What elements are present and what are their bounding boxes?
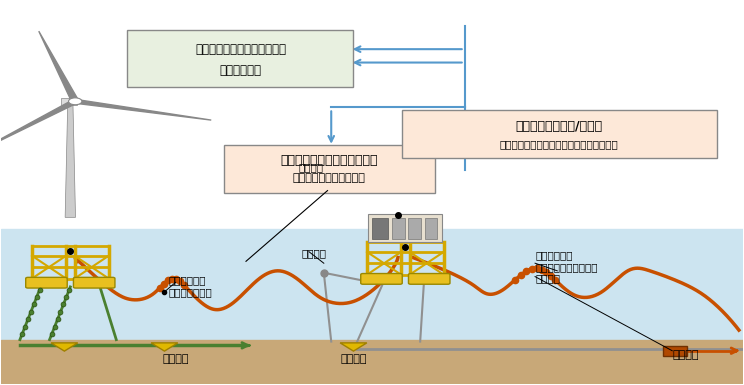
Polygon shape bbox=[51, 343, 77, 351]
FancyBboxPatch shape bbox=[408, 273, 450, 284]
Text: チェーン: チェーン bbox=[162, 354, 189, 364]
Bar bbox=[60, 98, 77, 105]
Text: 浮体式洋上風力発電システム: 浮体式洋上風力発電システム bbox=[195, 43, 286, 55]
Bar bbox=[1, 340, 743, 383]
Polygon shape bbox=[65, 103, 75, 218]
FancyBboxPatch shape bbox=[127, 30, 353, 87]
FancyBboxPatch shape bbox=[224, 145, 435, 192]
Text: 【古河電工・住友電工】: 【古河電工・住友電工】 bbox=[293, 173, 366, 183]
Circle shape bbox=[68, 98, 82, 105]
Text: ダイナミック: ダイナミック bbox=[535, 251, 573, 261]
Bar bbox=[408, 218, 421, 239]
Text: 技術情報: 技術情報 bbox=[299, 162, 324, 172]
FancyBboxPatch shape bbox=[664, 346, 687, 356]
Text: ダイナミック
アレイケーブル: ダイナミック アレイケーブル bbox=[168, 275, 212, 297]
Polygon shape bbox=[74, 99, 211, 120]
Text: エクスポートケーブル: エクスポートケーブル bbox=[535, 262, 597, 272]
Polygon shape bbox=[151, 343, 178, 351]
Polygon shape bbox=[0, 100, 78, 153]
FancyBboxPatch shape bbox=[74, 277, 115, 288]
Text: 【東芝エネルギーシステムズ・三菱電機】: 【東芝エネルギーシステムズ・三菱電機】 bbox=[500, 139, 618, 149]
Bar bbox=[1, 229, 743, 383]
Bar bbox=[372, 218, 388, 239]
Bar bbox=[392, 218, 405, 239]
Polygon shape bbox=[39, 31, 79, 102]
Bar bbox=[425, 218, 437, 239]
Text: 【電力会社】: 【電力会社】 bbox=[219, 64, 261, 77]
Polygon shape bbox=[340, 343, 367, 351]
Bar bbox=[368, 214, 443, 242]
Text: アンカー: アンカー bbox=[340, 354, 367, 364]
Text: 中間ブイ: 中間ブイ bbox=[301, 249, 327, 259]
Text: コネクタ: コネクタ bbox=[535, 273, 560, 283]
Text: 高電圧ダイナミックケーブル: 高電圧ダイナミックケーブル bbox=[280, 154, 378, 167]
Text: 揚陸点へ: 揚陸点へ bbox=[672, 350, 699, 360]
Text: 浮体式洋上変電所/変換所: 浮体式洋上変電所/変換所 bbox=[516, 120, 603, 133]
FancyBboxPatch shape bbox=[26, 277, 67, 288]
FancyBboxPatch shape bbox=[361, 273, 403, 284]
FancyBboxPatch shape bbox=[402, 110, 716, 158]
